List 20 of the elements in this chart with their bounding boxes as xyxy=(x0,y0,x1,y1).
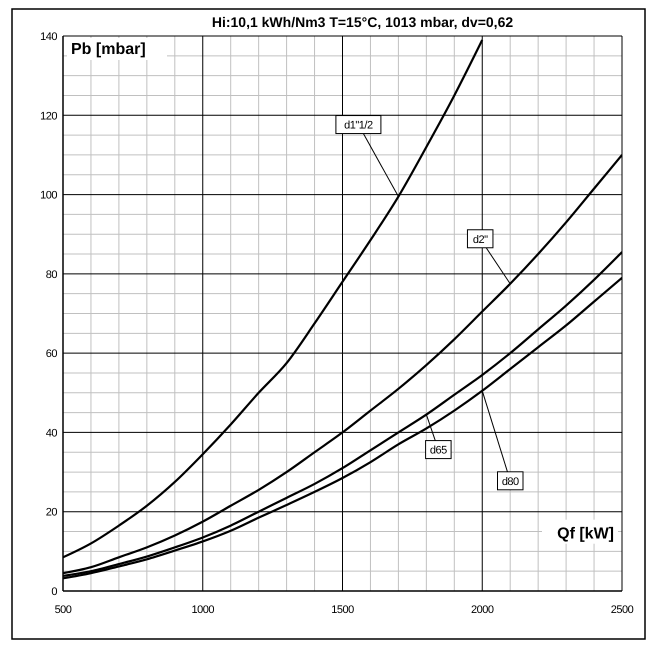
x-tick-label: 500 xyxy=(54,604,72,616)
chart-title: Hi:10,1 kWh/Nm3 T=15°C, 1013 mbar, dv=0,62 xyxy=(212,14,514,30)
y-tick-label: 140 xyxy=(40,31,58,43)
x-axis-title: Qf [kW] xyxy=(557,526,614,543)
text: d2" xyxy=(472,234,488,246)
x-tick-label: 2500 xyxy=(610,604,634,616)
text: d65 xyxy=(430,444,448,457)
y-tick-label: 120 xyxy=(40,110,58,122)
y-tick-label: 20 xyxy=(46,506,58,519)
text: d80 xyxy=(502,476,520,488)
y-tick-label: 40 xyxy=(46,427,58,440)
y-tick-label: 100 xyxy=(40,190,58,202)
y-tick-label: 60 xyxy=(46,348,58,360)
y-axis-title: Pb [mbar] xyxy=(71,41,146,58)
y-tick-label: 0 xyxy=(51,586,58,598)
y-tick-label: 80 xyxy=(46,268,58,281)
x-tick-label: 2000 xyxy=(471,604,494,616)
text: d1"1/2 xyxy=(344,120,373,132)
x-tick-label: 1000 xyxy=(192,604,214,616)
x-tick-label: 1500 xyxy=(331,604,354,616)
